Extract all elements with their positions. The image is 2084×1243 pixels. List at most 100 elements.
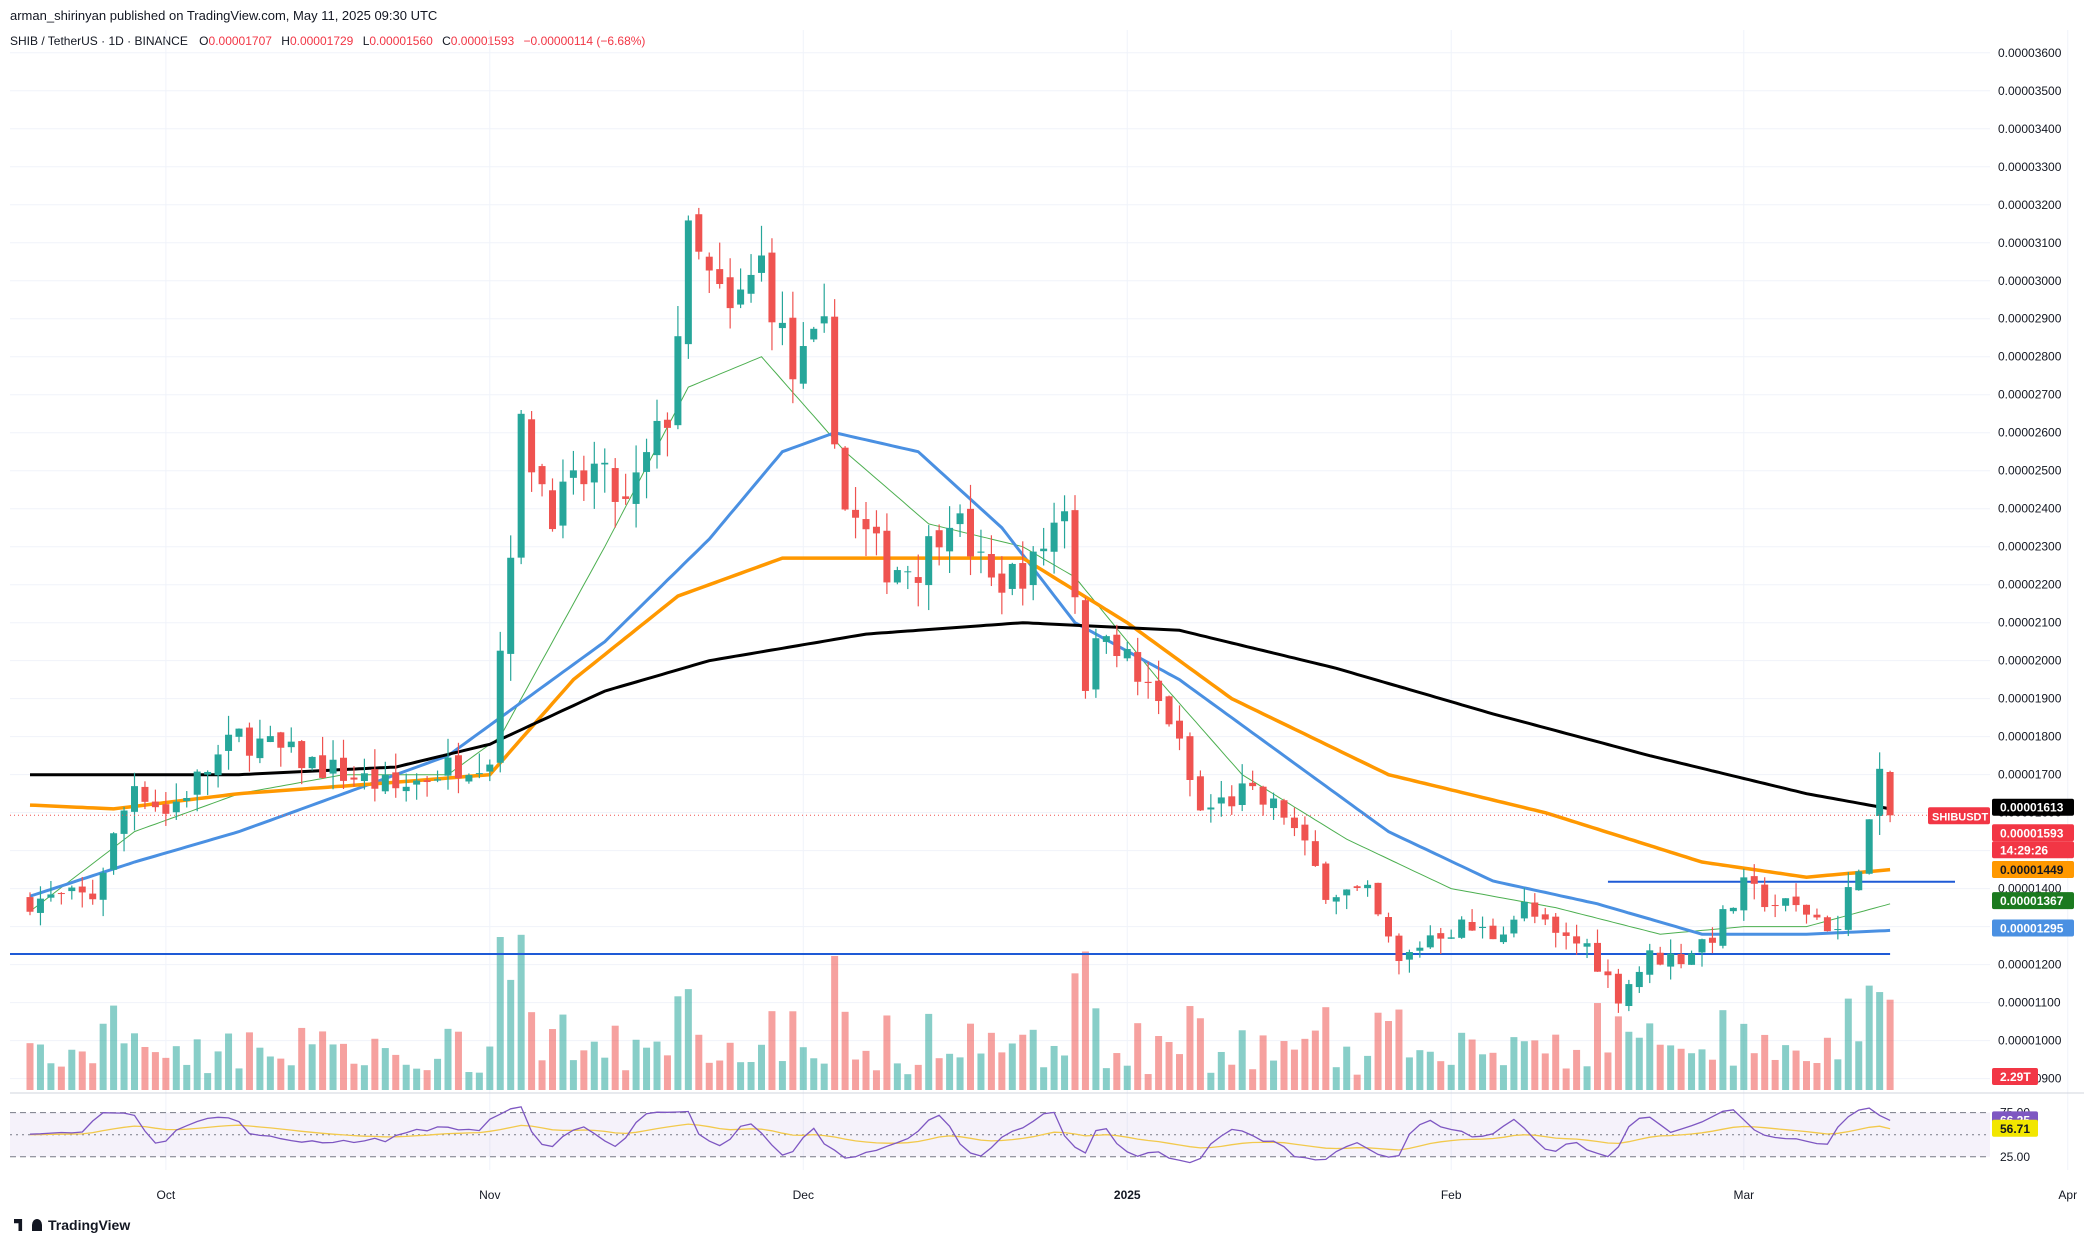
volume-bar bbox=[1855, 1041, 1863, 1090]
volume-bar bbox=[350, 1063, 358, 1090]
volume-bar bbox=[1646, 1023, 1654, 1090]
candle-body bbox=[413, 780, 421, 785]
candle-body bbox=[1081, 600, 1089, 691]
candle-body bbox=[538, 466, 546, 485]
volume-bar bbox=[1708, 1059, 1716, 1090]
volume-bar bbox=[57, 1066, 65, 1090]
candle-body bbox=[507, 557, 515, 654]
volume-bar bbox=[1217, 1051, 1225, 1090]
volume-bar bbox=[298, 1027, 306, 1090]
candle-body bbox=[925, 536, 933, 586]
volume-bar bbox=[622, 1070, 630, 1090]
candle-body bbox=[151, 801, 159, 808]
volume-bar bbox=[810, 1058, 818, 1090]
volume-bar bbox=[1102, 1068, 1110, 1090]
candle-body bbox=[1876, 768, 1884, 816]
candle-body bbox=[110, 833, 118, 870]
volume-bar bbox=[1426, 1051, 1434, 1090]
candle-body bbox=[78, 886, 86, 893]
volume-bar bbox=[1144, 1074, 1152, 1090]
candle-body bbox=[1834, 929, 1842, 931]
volume-bar bbox=[475, 1072, 483, 1090]
x-tick-label-0: Oct bbox=[157, 1188, 176, 1202]
candle-body bbox=[1144, 681, 1152, 684]
candle-body bbox=[820, 316, 828, 324]
volume-bar bbox=[1364, 1055, 1372, 1090]
candle-body bbox=[956, 513, 964, 525]
candle-body bbox=[1050, 522, 1058, 552]
volume-bar bbox=[1489, 1052, 1497, 1090]
candle-body bbox=[1176, 720, 1183, 739]
volume-bar bbox=[820, 1063, 828, 1090]
volume-bar bbox=[1562, 1068, 1570, 1090]
x-tick-label-4: Feb bbox=[1441, 1188, 1462, 1202]
candle-body bbox=[89, 893, 97, 900]
candle-body bbox=[1865, 819, 1873, 874]
rsi-level-label-1: 25.00 bbox=[2000, 1150, 2030, 1164]
candle-body bbox=[1729, 907, 1737, 912]
volume-bar bbox=[214, 1051, 222, 1090]
volume-bar bbox=[1844, 998, 1852, 1090]
candle-body bbox=[1259, 786, 1267, 805]
volume-bar bbox=[413, 1068, 421, 1090]
y-tick-label-21: 0.00003000 bbox=[1998, 274, 2062, 288]
volume-bar bbox=[549, 1029, 556, 1090]
open-label: O bbox=[199, 34, 209, 48]
volume-bar bbox=[653, 1041, 661, 1090]
candle-body bbox=[758, 255, 765, 273]
volume-bar bbox=[277, 1058, 285, 1090]
volume-bar bbox=[204, 1073, 212, 1090]
candle-body bbox=[1803, 904, 1810, 915]
volume-bar bbox=[183, 1064, 191, 1090]
candle-body bbox=[1217, 797, 1225, 804]
volume-bar bbox=[1165, 1042, 1173, 1090]
volume-bar bbox=[1395, 1009, 1403, 1090]
candle-body bbox=[872, 526, 880, 534]
candle-body bbox=[1301, 824, 1309, 841]
y-tick-label-9: 0.00001800 bbox=[1998, 730, 2062, 744]
y-tick-label-3: 0.00001200 bbox=[1998, 958, 2062, 972]
candle-body bbox=[967, 508, 974, 557]
volume-bar bbox=[747, 1062, 755, 1090]
volume-bar bbox=[329, 1044, 337, 1090]
volume-bar bbox=[110, 1005, 118, 1090]
y-tick-label-16: 0.00002500 bbox=[1998, 464, 2062, 478]
candle-body bbox=[841, 447, 849, 510]
candle-body bbox=[235, 728, 243, 737]
volume-bar bbox=[1604, 1052, 1612, 1090]
candle-body bbox=[1155, 680, 1163, 702]
symbol-tag: SHIBUSDT bbox=[1932, 811, 1989, 823]
candle-body bbox=[329, 759, 337, 774]
volume-bar bbox=[967, 1023, 974, 1090]
y-tick-label-20: 0.00002900 bbox=[1998, 312, 2062, 326]
y-tick-label-26: 0.00003500 bbox=[1998, 84, 2062, 98]
candle-body bbox=[517, 413, 525, 558]
candle-body bbox=[1573, 936, 1581, 944]
volume-bar bbox=[1040, 1067, 1048, 1090]
high-label: H bbox=[281, 34, 290, 48]
candle-body bbox=[1374, 882, 1382, 915]
symbol-title[interactable]: SHIB / TetherUS · 1D · BINANCE bbox=[10, 34, 188, 48]
candle-body bbox=[1458, 919, 1466, 938]
candle-body bbox=[444, 757, 452, 776]
volume-bar bbox=[517, 934, 525, 1090]
volume-bar bbox=[1123, 1065, 1131, 1090]
y-tick-label-8: 0.00001700 bbox=[1998, 768, 2062, 782]
volume-bar bbox=[914, 1064, 922, 1090]
candle-body bbox=[1583, 943, 1591, 947]
rsi-ma-line bbox=[29, 1123, 1891, 1151]
tradingview-logo[interactable]: TradingView bbox=[14, 1217, 130, 1233]
candle-body bbox=[768, 252, 776, 323]
candle-body bbox=[549, 490, 556, 530]
candle-body bbox=[423, 780, 431, 783]
volume-bar bbox=[1782, 1045, 1790, 1090]
candle-body bbox=[214, 754, 222, 776]
volume-bar bbox=[1207, 1072, 1215, 1090]
candle-body bbox=[1635, 971, 1643, 988]
candle-body bbox=[1238, 783, 1246, 805]
candle-body bbox=[1520, 901, 1528, 919]
candle-body bbox=[1541, 914, 1549, 920]
volume-bar bbox=[1290, 1049, 1298, 1090]
candle-body bbox=[611, 468, 619, 502]
